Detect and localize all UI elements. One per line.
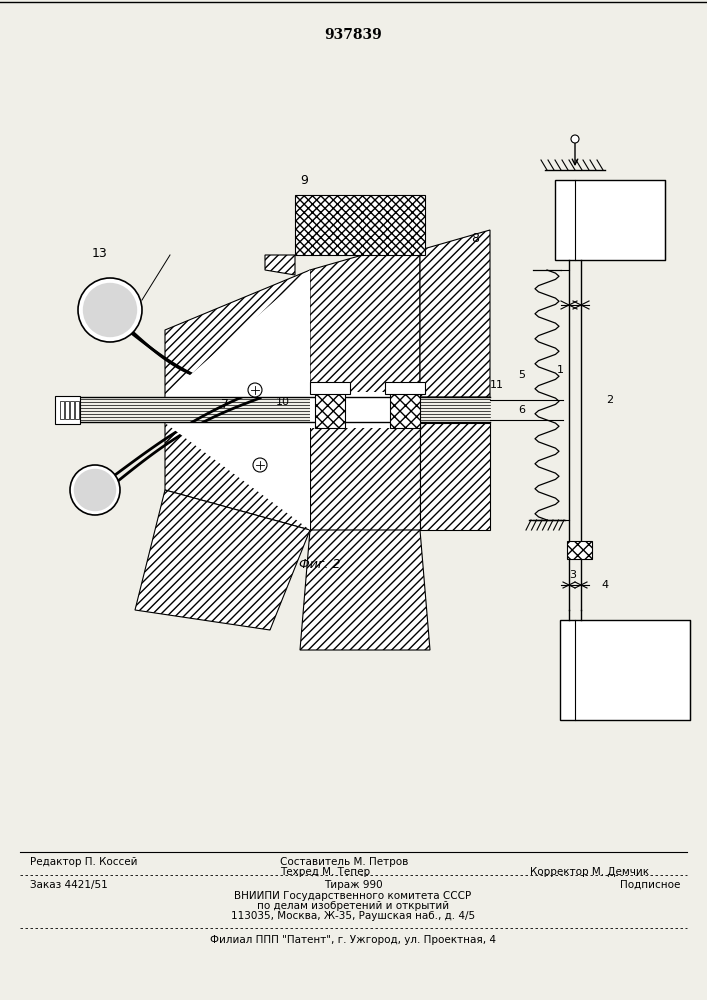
Polygon shape: [265, 255, 295, 275]
Bar: [60, 401, 64, 419]
Text: 11: 11: [490, 380, 504, 390]
Polygon shape: [425, 255, 455, 275]
Text: ВНИИПИ Государственного комитета СССР: ВНИИПИ Государственного комитета СССР: [235, 891, 472, 901]
Text: 937839: 937839: [324, 28, 382, 42]
Text: Тираж 990: Тираж 990: [324, 880, 382, 890]
Text: 3: 3: [570, 570, 576, 580]
Bar: [555, 180, 665, 260]
Polygon shape: [165, 423, 310, 530]
Circle shape: [78, 278, 142, 342]
Text: Заказ 4421/51: Заказ 4421/51: [30, 880, 107, 890]
Circle shape: [83, 283, 137, 337]
Polygon shape: [310, 250, 420, 397]
Text: 11: 11: [276, 385, 290, 395]
Bar: [70, 401, 74, 419]
Bar: [390, 392, 420, 428]
Text: Фиг. 2: Фиг. 2: [299, 558, 341, 572]
Text: Корректор М. Демчик: Корректор М. Демчик: [530, 867, 649, 877]
Circle shape: [248, 383, 262, 397]
Text: по делам изобретений и открытий: по делам изобретений и открытий: [257, 901, 449, 911]
Text: 7: 7: [221, 398, 229, 412]
Bar: [310, 382, 350, 394]
Polygon shape: [420, 230, 490, 397]
Text: 9: 9: [300, 174, 308, 187]
Polygon shape: [300, 530, 430, 650]
Polygon shape: [165, 270, 310, 397]
Circle shape: [571, 135, 579, 143]
Text: 1: 1: [557, 365, 564, 375]
Text: Составитель М. Петров: Составитель М. Петров: [280, 857, 409, 867]
Bar: [315, 392, 345, 428]
Polygon shape: [310, 423, 420, 530]
Text: 6: 6: [518, 405, 525, 415]
Bar: [310, 392, 420, 428]
Text: 2: 2: [606, 395, 613, 405]
Circle shape: [74, 469, 116, 511]
Text: 5: 5: [518, 370, 525, 380]
Bar: [55, 396, 80, 424]
Bar: [385, 382, 425, 394]
Polygon shape: [420, 423, 490, 530]
Text: Филиал ППП "Патент", г. Ужгород, ул. Проектная, 4: Филиал ППП "Патент", г. Ужгород, ул. Про…: [210, 935, 496, 945]
Polygon shape: [135, 490, 310, 630]
Circle shape: [70, 465, 120, 515]
Circle shape: [253, 458, 267, 472]
Polygon shape: [165, 270, 310, 397]
Bar: [65, 401, 69, 419]
Bar: [75, 401, 79, 419]
Bar: [295, 195, 425, 255]
Bar: [560, 620, 690, 720]
Text: 8: 8: [471, 232, 479, 245]
Text: Техред М. Тепер: Техред М. Тепер: [280, 867, 370, 877]
Text: Редактор П. Коссей: Редактор П. Коссей: [30, 857, 137, 867]
Polygon shape: [165, 423, 310, 530]
Text: 13: 13: [92, 247, 108, 260]
Text: Подписное: Подписное: [619, 880, 680, 890]
Bar: [567, 541, 592, 559]
Text: 113035, Москва, Ж-35, Раушская наб., д. 4/5: 113035, Москва, Ж-35, Раушская наб., д. …: [231, 911, 475, 921]
Text: 4: 4: [601, 580, 608, 590]
Text: 10: 10: [276, 397, 290, 407]
